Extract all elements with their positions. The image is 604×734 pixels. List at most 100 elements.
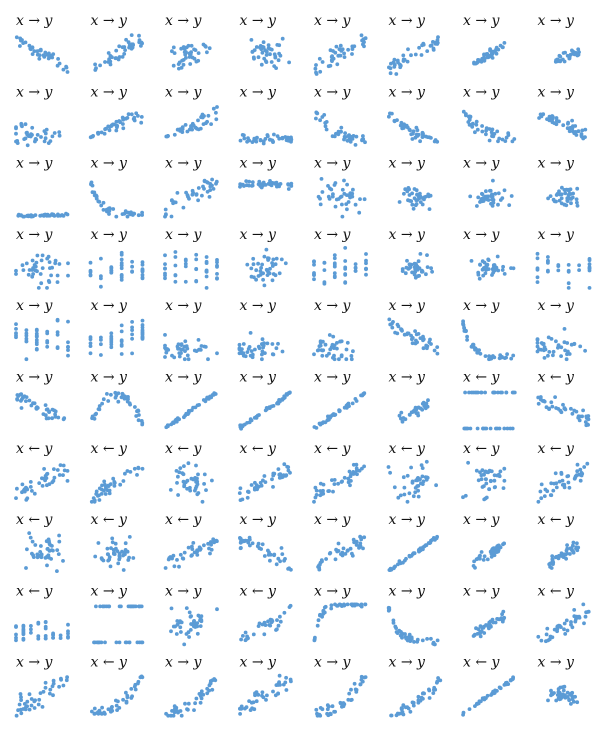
scatter-point (571, 699, 576, 704)
scatter-point (483, 271, 488, 276)
scatter-point (254, 45, 259, 49)
scatter-point (20, 38, 24, 42)
scatter-point (214, 110, 218, 115)
scatter-point (350, 401, 355, 406)
scatter-point (505, 426, 510, 431)
scatter-point (547, 562, 552, 567)
scatter-point (66, 261, 70, 266)
scatter-point (14, 713, 19, 718)
scatter-point (202, 472, 207, 477)
scatter-point (241, 351, 246, 356)
scatter-point (180, 58, 185, 63)
scatter-panel: x ← y (312, 441, 366, 504)
scatter-point (465, 338, 469, 342)
scatter-point (200, 499, 205, 504)
scatter-point (342, 602, 346, 607)
scatter-point (38, 47, 43, 52)
scatter-point (277, 43, 282, 48)
scatter-point (318, 202, 323, 207)
scatter-panel: x → y (164, 655, 218, 718)
scatter-point (266, 43, 271, 48)
scatter-panel: x ← y (89, 441, 145, 504)
scatter-point (348, 546, 353, 551)
scatter-point (278, 472, 283, 477)
scatter-point (410, 137, 415, 141)
scatter-point (117, 55, 122, 59)
scatter-point (27, 268, 32, 272)
scatter-point (318, 481, 323, 486)
scatter-point (265, 133, 270, 137)
scatter-point (181, 472, 186, 477)
scatter-point (48, 139, 53, 144)
scatter-point (14, 322, 18, 326)
scatter-point (475, 204, 479, 208)
scatter-point (185, 129, 190, 134)
scatter-point (504, 355, 508, 360)
scatter-point (406, 186, 411, 190)
scatter-point (266, 619, 270, 624)
scatter-point (96, 541, 101, 545)
scatter-panel: x → y (163, 227, 219, 290)
scatter-point (163, 276, 167, 281)
scatter-point (339, 354, 344, 359)
scatter-point (398, 123, 403, 128)
scatter-point (183, 123, 188, 127)
scatter-point (429, 636, 433, 641)
scatter-point (65, 675, 69, 680)
scatter-point (491, 178, 495, 183)
scatter-point (561, 57, 565, 62)
scatter-point (119, 338, 124, 343)
scatter-point (286, 468, 291, 473)
scatter-point (556, 343, 561, 348)
scatter-point (130, 694, 135, 699)
scatter-point (420, 43, 424, 48)
scatter-point (32, 699, 37, 704)
scatter-point (273, 55, 278, 60)
scatter-panel: x ← y (16, 512, 65, 573)
scatter-point (245, 350, 250, 354)
scatter-point (24, 498, 29, 502)
scatter-point (246, 489, 251, 494)
scatter-point (549, 337, 554, 341)
scatter-point (206, 541, 211, 546)
scatter-point (351, 537, 356, 542)
scatter-point (177, 564, 181, 569)
scatter-panel: x → y (537, 84, 588, 141)
scatter-point (114, 48, 119, 53)
scatter-point (391, 60, 396, 65)
scatter-point (403, 271, 408, 276)
scatter-point (14, 638, 18, 643)
scatter-point (419, 481, 423, 486)
scatter-point (557, 479, 562, 484)
panel-title: x → y (165, 13, 203, 29)
scatter-point (415, 198, 420, 202)
scatter-point (314, 70, 318, 75)
scatter-point (350, 553, 355, 558)
scatter-point (331, 49, 335, 53)
scatter-point (357, 545, 362, 550)
scatter-point (431, 641, 436, 646)
scatter-point (421, 334, 425, 339)
scatter-point (554, 193, 559, 197)
scatter-point (24, 395, 29, 399)
scatter-point (364, 267, 368, 272)
scatter-point (139, 120, 144, 125)
scatter-point (256, 55, 261, 60)
scatter-point (389, 713, 394, 718)
scatter-point (194, 257, 199, 262)
scatter-point (238, 546, 243, 551)
scatter-point (14, 131, 18, 136)
scatter-point (400, 267, 405, 271)
scatter-point (284, 688, 289, 692)
scatter-point (332, 357, 337, 362)
scatter-point (502, 272, 507, 276)
scatter-point (47, 260, 52, 264)
scatter-point (171, 45, 176, 50)
scatter-point (66, 635, 70, 640)
scatter-point (43, 620, 48, 625)
scatter-point (258, 269, 263, 273)
scatter-point (342, 178, 346, 183)
scatter-point (358, 197, 362, 202)
scatter-point (411, 703, 416, 708)
scatter-point (351, 470, 356, 474)
